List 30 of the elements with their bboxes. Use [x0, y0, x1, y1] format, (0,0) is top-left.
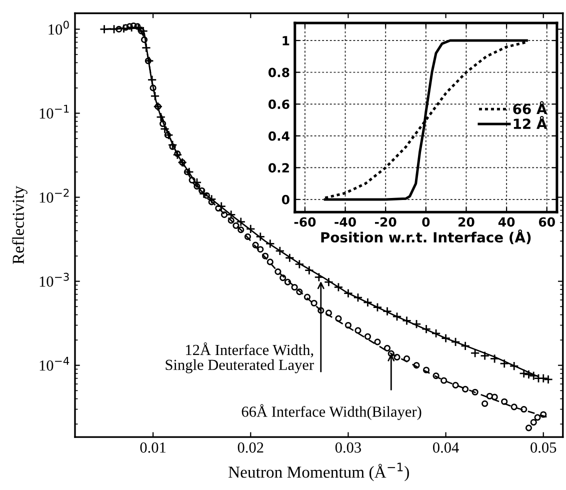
- x-tick-label: 0: [422, 217, 430, 227]
- annotation: 66Å Interface Width(Bilayer): [242, 404, 422, 420]
- y-tick-label: 0: [282, 194, 290, 204]
- x-axis-title: Position w.r.t. Interface (Å): [321, 229, 531, 244]
- y-tick-label: 0.6: [268, 100, 290, 110]
- x-tick-label: -20: [374, 217, 396, 227]
- y-tick-label: 10$^{−2}$: [40, 188, 69, 203]
- x-tick-label: 40: [498, 217, 515, 227]
- y-tick-label: 0.4: [268, 131, 290, 141]
- x-tick-label: 0.02: [238, 442, 264, 453]
- y-tick-label: 10$^{−1}$: [40, 104, 69, 119]
- y-tick-label: 10$^{−3}$: [40, 272, 69, 287]
- x-tick-label: 0.05: [530, 442, 556, 453]
- y-tick-label: 0.2: [268, 163, 289, 173]
- x-tick-label: 60: [538, 217, 555, 227]
- legend-label: 66 Å: [513, 101, 548, 114]
- x-tick-label: -40: [334, 217, 356, 227]
- x-tick-label: 0.01: [140, 442, 166, 453]
- x-tick-label: -60: [294, 217, 316, 227]
- x-tick-label: 20: [458, 217, 474, 227]
- y-tick-label: 10$^{−4}$: [40, 356, 70, 371]
- x-tick-label: 0.03: [335, 442, 361, 453]
- x-axis-title: Neutron Momentum (Å$^{−1}$): [228, 462, 409, 482]
- x-tick-label: 0.04: [433, 442, 459, 453]
- y-tick-label: 0.8: [268, 68, 290, 78]
- y-tick-label: 10$^{0}$: [48, 20, 69, 35]
- annotation: 12Å Interface Width, Single Deuterated Layer: [166, 342, 314, 374]
- legend-label: 12 Å: [514, 116, 548, 129]
- y-axis-title: Reflectivity: [12, 186, 28, 264]
- y-tick-label: 1: [282, 36, 290, 46]
